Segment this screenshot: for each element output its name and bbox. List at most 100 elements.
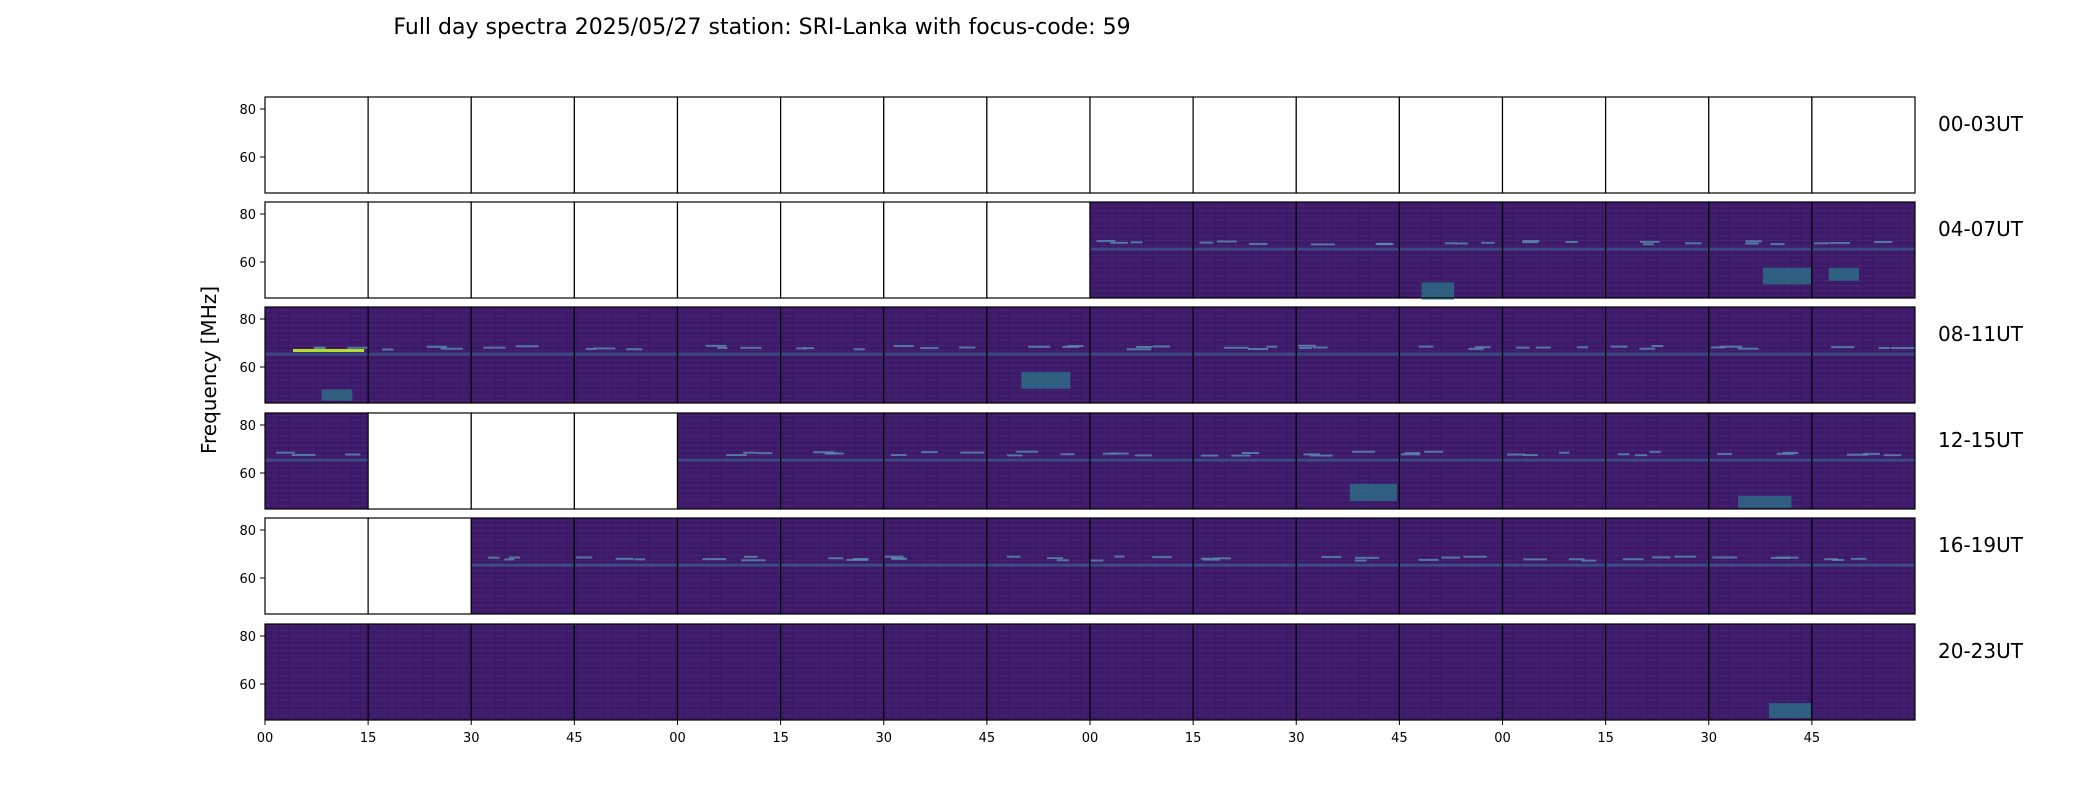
x-tick-label: 00: [1082, 731, 1099, 746]
burst-region: [321, 389, 353, 401]
empty-background: [574, 97, 678, 193]
signal-streak: [1136, 345, 1153, 348]
empty-panel: [1811, 96, 1916, 194]
signal-streak: [1006, 555, 1021, 558]
signal-streak: [1634, 454, 1648, 457]
interference-band: [1605, 458, 1709, 462]
interference-band: [1193, 247, 1297, 251]
signal-streak: [890, 454, 907, 457]
x-tick-label: 30: [463, 731, 480, 746]
empty-background: [1090, 97, 1194, 193]
signal-streak: [515, 345, 539, 348]
signal-streak: [1303, 453, 1321, 456]
y-tick-label: 60: [239, 678, 256, 693]
signal-streak: [920, 347, 939, 350]
interference-band: [1090, 563, 1194, 567]
empty-panel: [676, 201, 782, 299]
signal-streak: [1312, 346, 1328, 349]
spectrum-texture: [986, 624, 1090, 720]
interference-band: [471, 352, 575, 356]
empty-panel: [780, 201, 885, 299]
empty-panel: [264, 517, 369, 615]
spectrum-texture: [1296, 624, 1400, 720]
x-tick-label: 00: [669, 731, 686, 746]
x-tick-label: 30: [1288, 731, 1305, 746]
signal-streak: [508, 556, 520, 559]
burst-region: [1768, 703, 1815, 719]
spectrum-panel: [1708, 623, 1815, 721]
burst-region: [1421, 282, 1454, 300]
spectrum-panel: [1295, 412, 1400, 510]
row-labels: 00-03UT 04-07UT 08-11UT 12-15UT 16-19UT 20-23…: [1938, 112, 2024, 663]
spectrum-panel: [1295, 201, 1400, 299]
signal-streak: [313, 346, 326, 349]
spectrum-panel: [1708, 412, 1813, 510]
signal-streak: [345, 453, 361, 456]
spectrum-panel: [883, 306, 988, 404]
signal-streak: [846, 558, 869, 561]
signal-streak: [1223, 346, 1249, 349]
signal-streak: [1649, 450, 1661, 453]
signal-streak: [1354, 556, 1380, 559]
interference-band: [883, 458, 987, 462]
signal-streak: [494, 346, 506, 349]
interference-band: [986, 352, 1090, 356]
signal-streak: [1874, 241, 1893, 244]
panel-frame: [1811, 201, 1916, 299]
signal-streak: [1126, 348, 1152, 351]
interference-band: [986, 563, 1090, 567]
empty-background: [471, 97, 575, 193]
x-tick-label: 30: [1700, 731, 1717, 746]
interference-band: [1090, 458, 1194, 462]
spectrum-panel: [780, 306, 885, 404]
interference-band: [1193, 352, 1297, 356]
spectrum-texture: [368, 624, 472, 720]
signal-streak: [1782, 451, 1799, 454]
signal-streak: [1216, 240, 1237, 243]
interference-band: [1605, 563, 1709, 567]
spectrum-panel: [1192, 623, 1297, 721]
spectrum-texture: [265, 624, 369, 720]
interference-band: [1708, 352, 1812, 356]
signal-streak: [440, 347, 463, 350]
spectrum-panel: [1811, 201, 1916, 299]
panels-grid: 60 80 60 80 60 80 60 80 60 80 60 80: [239, 96, 1916, 721]
signal-streak: [705, 344, 727, 347]
empty-background: [368, 202, 472, 298]
signal-streak: [1200, 557, 1212, 560]
spectrum-panel: [1398, 623, 1504, 721]
signal-streak: [757, 452, 773, 455]
spectrum-panel: [676, 306, 782, 404]
signal-streak: [891, 557, 905, 560]
signal-streak: [743, 555, 758, 558]
empty-background: [780, 97, 884, 193]
empty-background: [986, 97, 1090, 193]
signal-streak: [1418, 558, 1439, 561]
signal-streak: [1674, 555, 1696, 558]
signal-streak: [884, 555, 904, 558]
interference-band: [1708, 563, 1812, 567]
spectrum-panel: [367, 306, 472, 404]
signal-streak: [1114, 555, 1125, 558]
signal-streak: [893, 345, 914, 348]
signal-streak: [1832, 558, 1845, 561]
interference-band: [1399, 352, 1503, 356]
x-tick-label: 45: [1391, 731, 1408, 746]
empty-background: [265, 202, 369, 298]
x-tick-label: 30: [875, 731, 892, 746]
spectrum-panel: [1708, 517, 1813, 615]
signal-streak: [1299, 347, 1312, 350]
x-axis: 00 15 30 45 00 15 30 45 00 15 30 45 00 15 30 45: [257, 720, 1820, 746]
empty-background: [1605, 97, 1709, 193]
empty-panel: [367, 96, 472, 194]
spectrum-panel: [573, 306, 679, 404]
spectrum-panel: [1605, 623, 1710, 721]
signal-streak: [291, 453, 316, 456]
signal-streak: [1522, 240, 1540, 243]
spectrum-texture: [1399, 624, 1503, 720]
signal-streak: [853, 348, 865, 351]
x-tick-label: 45: [979, 731, 996, 746]
interference-band: [677, 352, 781, 356]
spectrum-panel: [1501, 201, 1607, 299]
